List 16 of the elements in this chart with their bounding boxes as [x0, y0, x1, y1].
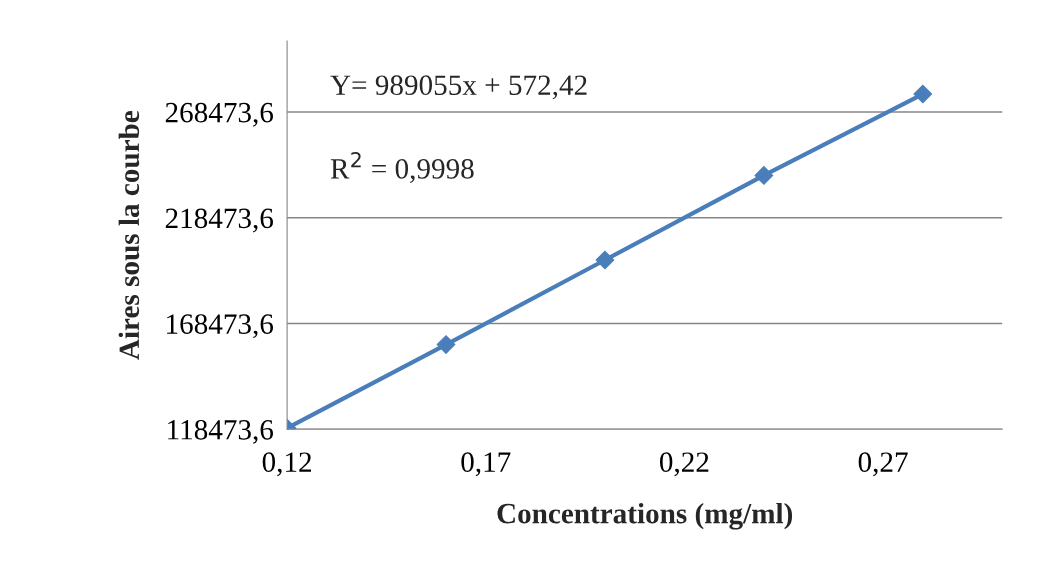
point [436, 335, 456, 354]
annotation: R$^{2}$ = 0,9998 [330, 152, 474, 183]
x-tick-label: 0,22 [659, 452, 709, 477]
x-tick-label: 0,17 [461, 452, 511, 477]
x-tick-label: 0,27 [858, 452, 908, 477]
y-axis-title: Aires sous la courbe [118, 111, 140, 360]
point [595, 250, 615, 270]
point [913, 84, 933, 104]
point [754, 166, 774, 185]
y-tick-label: 218473,6 [165, 208, 274, 233]
y-tick-label: 268473,6 [165, 102, 274, 127]
annotation: Y= 989055x + 572,42 [330, 75, 587, 100]
y-tick-label: 168473,6 [167, 314, 274, 339]
x-tick-label: 0,12 [262, 452, 312, 477]
x-axis-title: Concentrations (mg/ml) [497, 502, 793, 530]
y-tick-label: 118473,6 [168, 419, 274, 444]
